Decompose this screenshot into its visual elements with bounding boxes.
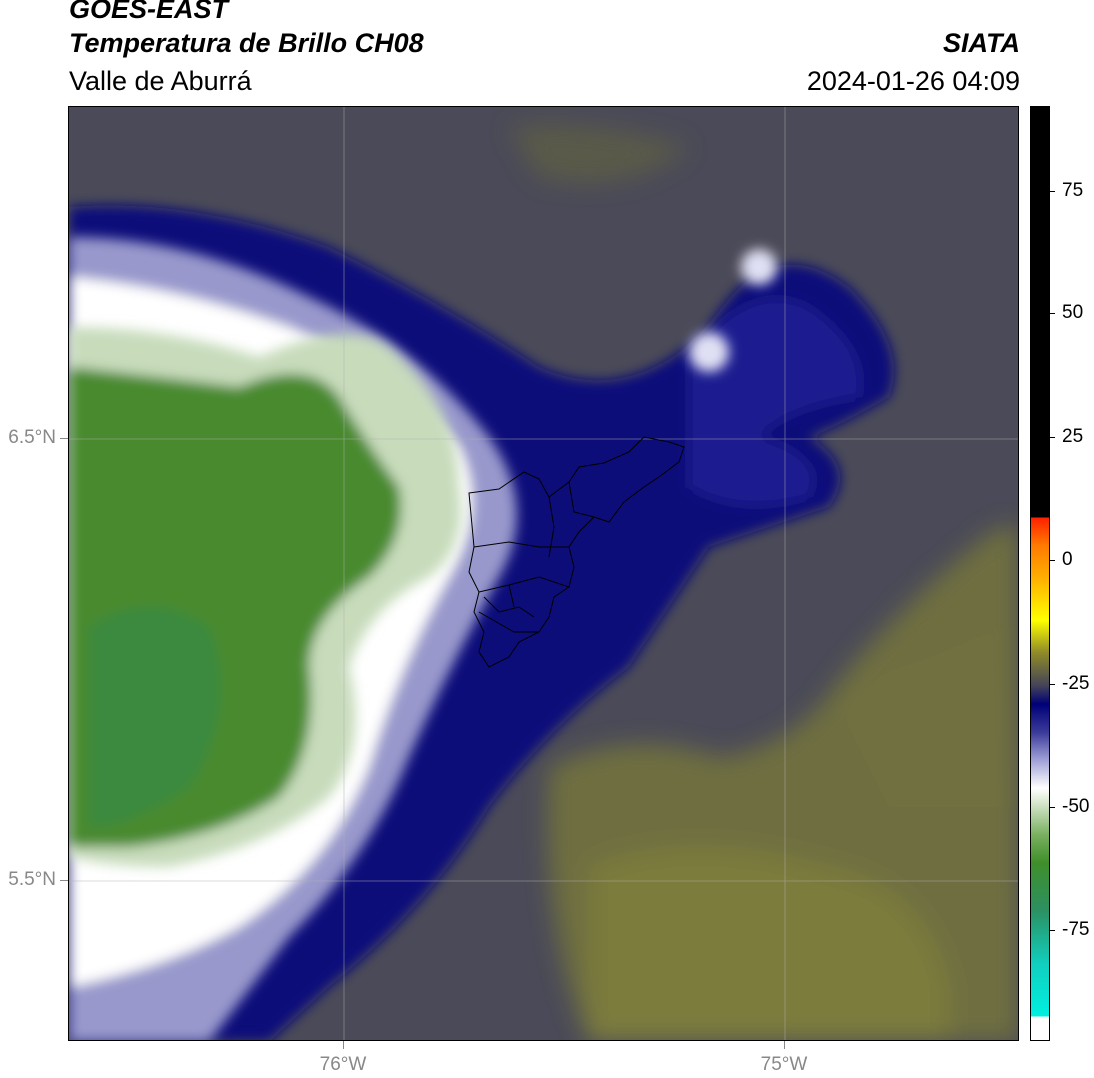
lon-tick	[343, 1041, 344, 1049]
colorbar-tick	[1050, 684, 1055, 685]
title-satellite: GOES-EAST	[69, 0, 229, 24]
municipality-boundaries	[468, 436, 685, 668]
olive-region	[509, 124, 1018, 1040]
datetime-label: 2024-01-26 04:09	[806, 66, 1020, 96]
colorbar-tick	[1050, 807, 1055, 808]
colorbar-tick	[1050, 930, 1055, 931]
lon-label-76w: 76°W	[319, 1054, 367, 1075]
colorbar-tick	[1050, 560, 1055, 561]
temperature-colorbar	[1030, 106, 1050, 1041]
lat-label-6-5: 6.5°N	[8, 427, 56, 448]
cold-top-region	[69, 327, 461, 867]
organization-label: SIATA	[943, 28, 1020, 58]
colorbar-label-50: 50	[1062, 302, 1084, 323]
title-product: Temperatura de Brillo CH08	[69, 28, 424, 58]
colorbar-label-minus25: -25	[1062, 673, 1090, 694]
lat-tick	[60, 880, 68, 881]
colorbar-tick	[1050, 313, 1055, 314]
colorbar-label-25: 25	[1062, 426, 1084, 447]
subtitle-region: Valle de Aburrá	[69, 66, 252, 96]
satellite-map[interactable]	[68, 106, 1019, 1041]
lon-tick	[784, 1041, 785, 1049]
colorbar-label-minus75: -75	[1062, 919, 1090, 940]
graticule	[69, 107, 1018, 1040]
colorbar-label-75: 75	[1062, 180, 1084, 201]
map-canvas	[69, 107, 1018, 1040]
colorbar-label-0: 0	[1062, 549, 1073, 570]
colorbar-tick	[1050, 191, 1055, 192]
lat-tick	[60, 438, 68, 439]
lon-label-75w: 75°W	[760, 1054, 808, 1075]
lat-label-5-5: 5.5°N	[8, 869, 56, 890]
colorbar-label-minus50: -50	[1062, 796, 1090, 817]
colorbar-tick	[1050, 437, 1055, 438]
